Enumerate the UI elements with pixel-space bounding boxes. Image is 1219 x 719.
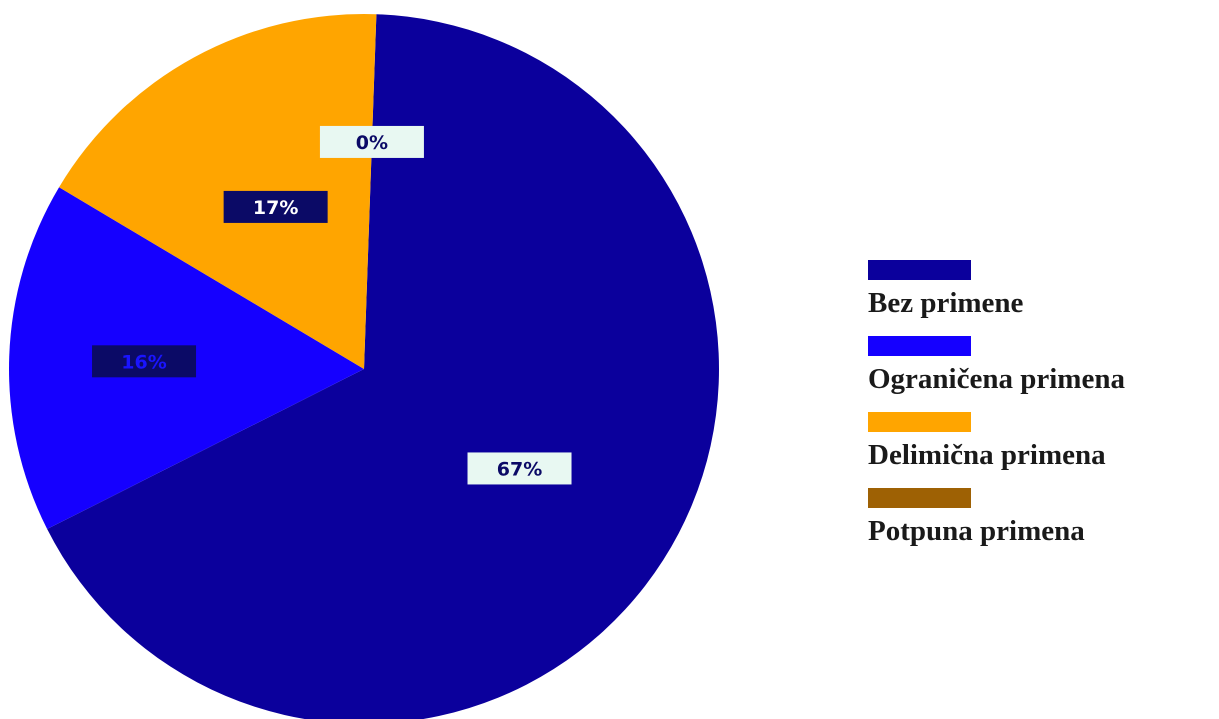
data-label-4: 0%	[319, 125, 424, 158]
data-label-2: 16%	[92, 345, 197, 378]
legend-swatch	[868, 412, 971, 432]
data-label-1: 67%	[467, 452, 572, 485]
legend-swatch	[868, 488, 971, 508]
data-label-3: 17%	[223, 190, 328, 223]
legend-item-bez-primene: Bez primene	[868, 260, 1213, 320]
data-label-text: 17%	[253, 197, 298, 219]
legend-item-potpuna-primena: Potpuna primena	[868, 488, 1213, 548]
pie-slice-1	[47, 14, 719, 719]
data-label-box	[92, 345, 197, 378]
legend: Bez primene Ograničena primena Delimična…	[868, 260, 1213, 564]
legend-item-delimicna-primena: Delimična primena	[868, 412, 1213, 472]
legend-label: Potpuna primena	[868, 515, 1085, 547]
legend-item-ogranicena-primena: Ograničena primena	[868, 336, 1213, 396]
legend-swatch	[868, 260, 971, 280]
pie-slices	[9, 13, 719, 719]
data-label-text: 67%	[497, 458, 542, 480]
pie-slice-3	[59, 13, 377, 369]
data-label-box	[467, 452, 572, 485]
legend-label: Delimična primena	[868, 439, 1106, 471]
legend-label: Bez primene	[868, 287, 1024, 319]
data-label-box	[223, 190, 328, 223]
legend-label: Ograničena primena	[868, 363, 1125, 395]
data-label-text: 16%	[121, 351, 166, 373]
data-label-box	[319, 125, 424, 158]
pie-data-labels: 67% 16% 17% 0%	[92, 125, 572, 485]
legend-swatch	[868, 336, 971, 356]
data-label-text: 0%	[356, 132, 388, 154]
